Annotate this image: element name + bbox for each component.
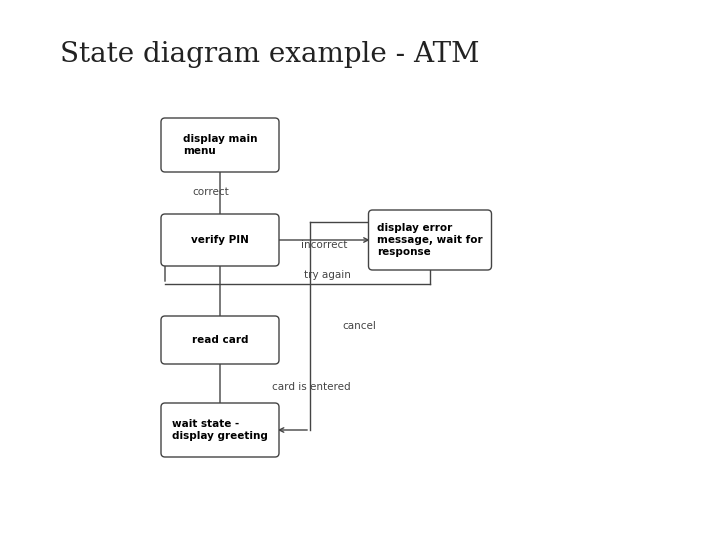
Text: try again: try again [304,270,351,280]
Text: verify PIN: verify PIN [191,235,249,245]
Text: card is entered: card is entered [272,381,351,391]
FancyBboxPatch shape [161,316,279,364]
Text: correct: correct [192,187,229,197]
FancyBboxPatch shape [161,214,279,266]
FancyBboxPatch shape [369,210,492,270]
FancyBboxPatch shape [161,403,279,457]
Text: incorrect: incorrect [300,240,347,250]
Text: cancel: cancel [342,321,376,331]
Text: State diagram example - ATM: State diagram example - ATM [60,42,480,69]
Text: display error
message, wait for
response: display error message, wait for response [377,224,483,256]
FancyBboxPatch shape [161,118,279,172]
Text: read card: read card [192,335,248,345]
Text: wait state -
display greeting: wait state - display greeting [172,419,268,441]
Text: display main
menu: display main menu [183,134,257,156]
